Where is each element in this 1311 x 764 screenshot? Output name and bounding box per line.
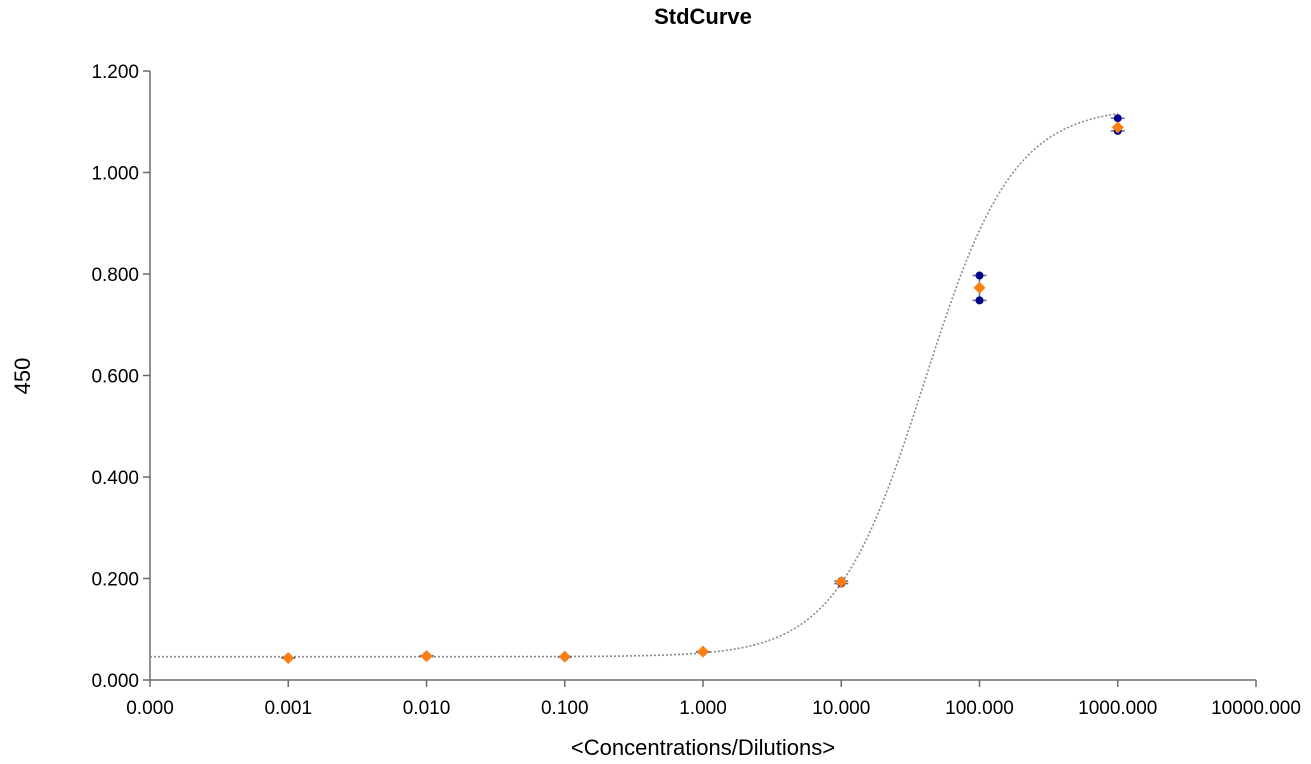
x-tick-label: 0.000 — [126, 698, 174, 719]
replicate-point — [1113, 114, 1122, 123]
mean-point — [282, 652, 295, 665]
mean-point — [420, 650, 433, 663]
x-tick-label: 0.100 — [541, 698, 589, 719]
mean-point — [558, 650, 571, 663]
data-points-layer — [281, 114, 1125, 665]
mean-point — [697, 645, 709, 658]
y-tick-label: 1.000 — [91, 164, 139, 185]
y-axis-label: 450 — [10, 358, 35, 395]
replicate-point — [975, 271, 984, 280]
mean-point — [973, 281, 986, 294]
x-tick-label: 10000.000 — [1211, 698, 1301, 719]
replicate-point — [975, 296, 984, 305]
x-axis-label: <Concentrations/Dilutions> — [571, 735, 835, 760]
fit-curve-layer — [150, 112, 1118, 658]
x-tick-label: 1.000 — [679, 698, 727, 719]
axes: 0.000 0.200 0.400 0.600 0.800 1.000 1.200 0.000… — [91, 62, 1300, 719]
x-tick-label: 1000.000 — [1078, 698, 1157, 719]
chart-title: StdCurve — [654, 4, 752, 29]
x-tick-label: 100.000 — [945, 698, 1014, 719]
x-tick-label: 0.001 — [264, 698, 312, 719]
y-tick-label: 0.400 — [91, 468, 139, 489]
y-tick-label: 0.000 — [91, 671, 139, 692]
x-tick-label: 10.000 — [812, 698, 870, 719]
y-tick-label: 0.200 — [91, 570, 139, 591]
mean-point — [1111, 121, 1124, 134]
y-tick-label: 0.600 — [91, 367, 139, 388]
x-tick-label: 0.010 — [403, 698, 451, 719]
y-tick-label: 0.800 — [91, 265, 139, 286]
y-tick-label: 1.200 — [91, 62, 139, 83]
fit-curve — [150, 112, 1118, 658]
mean-point — [835, 576, 848, 589]
